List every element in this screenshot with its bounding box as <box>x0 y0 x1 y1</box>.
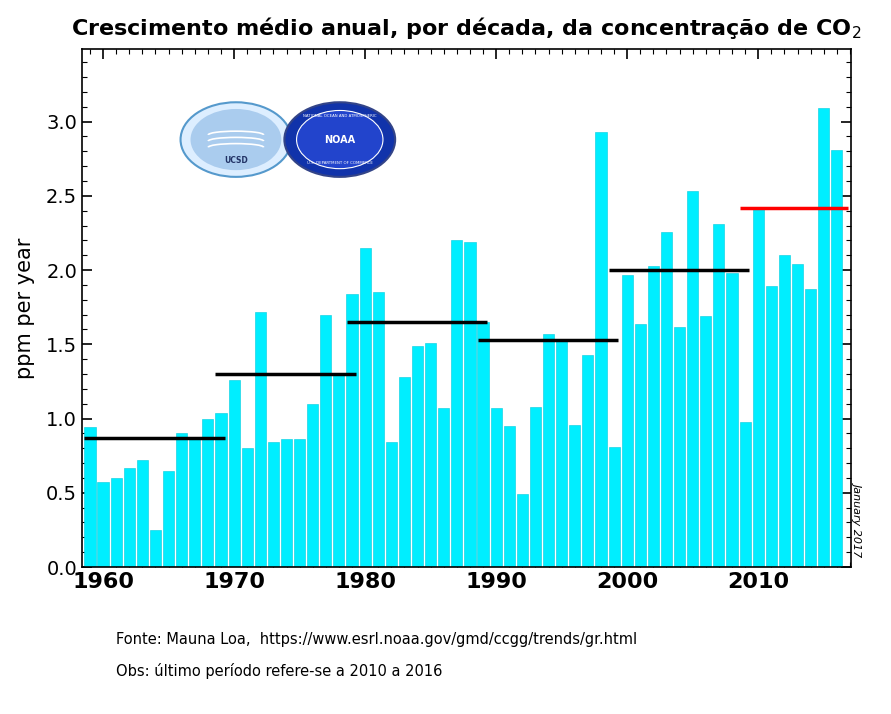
Text: U.S. DEPARTMENT OF COMMERCE: U.S. DEPARTMENT OF COMMERCE <box>307 161 372 165</box>
Bar <box>333 374 345 567</box>
Text: January 2017: January 2017 <box>853 483 862 557</box>
Bar <box>425 343 437 567</box>
Bar <box>189 438 200 567</box>
Bar <box>622 275 633 567</box>
Bar <box>491 408 502 567</box>
Bar <box>687 191 699 567</box>
Bar <box>753 208 764 567</box>
Bar <box>779 256 790 567</box>
Bar <box>124 468 135 567</box>
Bar <box>255 312 266 567</box>
Bar <box>360 248 371 567</box>
Bar <box>268 443 279 567</box>
Bar <box>648 266 659 567</box>
Bar <box>818 109 830 567</box>
Bar <box>805 289 816 567</box>
Bar <box>294 439 306 567</box>
Bar <box>792 264 803 567</box>
Bar <box>503 426 515 567</box>
Circle shape <box>191 109 282 170</box>
Bar <box>307 403 318 567</box>
Bar <box>714 224 724 567</box>
Bar <box>726 273 738 567</box>
Bar <box>163 471 174 567</box>
Bar <box>517 494 528 567</box>
Bar <box>372 292 384 567</box>
Circle shape <box>297 111 383 169</box>
Bar <box>386 443 396 567</box>
Bar <box>110 478 122 567</box>
Bar <box>85 428 95 567</box>
Title: Crescimento médio anual, por década, da concentração de CO$_2$: Crescimento médio anual, por década, da … <box>71 15 862 41</box>
Bar <box>674 326 685 567</box>
Bar <box>609 447 619 567</box>
Circle shape <box>284 102 395 177</box>
Bar <box>347 294 357 567</box>
Bar <box>150 530 161 567</box>
Bar <box>569 425 580 567</box>
Bar <box>634 323 646 567</box>
Text: Obs: último período refere-se a 2010 a 2016: Obs: último período refere-se a 2010 a 2… <box>116 663 442 678</box>
Bar <box>228 380 240 567</box>
Circle shape <box>181 102 291 177</box>
Bar <box>412 346 423 567</box>
Bar <box>137 460 148 567</box>
Bar <box>478 322 488 567</box>
Bar <box>543 334 554 567</box>
Bar <box>765 286 777 567</box>
Text: UCSD: UCSD <box>224 156 248 165</box>
Text: NATIONAL OCEAN AND ATMOSPHERIC: NATIONAL OCEAN AND ATMOSPHERIC <box>303 114 377 119</box>
Bar <box>97 483 109 567</box>
Bar <box>202 418 214 567</box>
Bar <box>700 316 711 567</box>
Bar <box>281 439 292 567</box>
Bar <box>556 341 568 567</box>
Bar <box>451 241 462 567</box>
Bar <box>399 377 410 567</box>
Bar <box>530 407 541 567</box>
Bar <box>216 413 226 567</box>
Y-axis label: ppm per year: ppm per year <box>15 237 35 378</box>
Bar <box>320 315 331 567</box>
Bar <box>464 242 476 567</box>
Bar <box>740 421 751 567</box>
Bar <box>176 433 187 567</box>
Bar <box>831 150 842 567</box>
Bar <box>241 448 253 567</box>
Bar <box>661 231 672 567</box>
Bar <box>438 408 449 567</box>
Bar <box>595 132 607 567</box>
Text: Fonte: Mauna Loa,  https://www.esrl.noaa.gov/gmd/ccgg/trends/gr.html: Fonte: Mauna Loa, https://www.esrl.noaa.… <box>116 632 637 647</box>
Text: NOAA: NOAA <box>324 134 356 144</box>
Bar <box>583 355 593 567</box>
